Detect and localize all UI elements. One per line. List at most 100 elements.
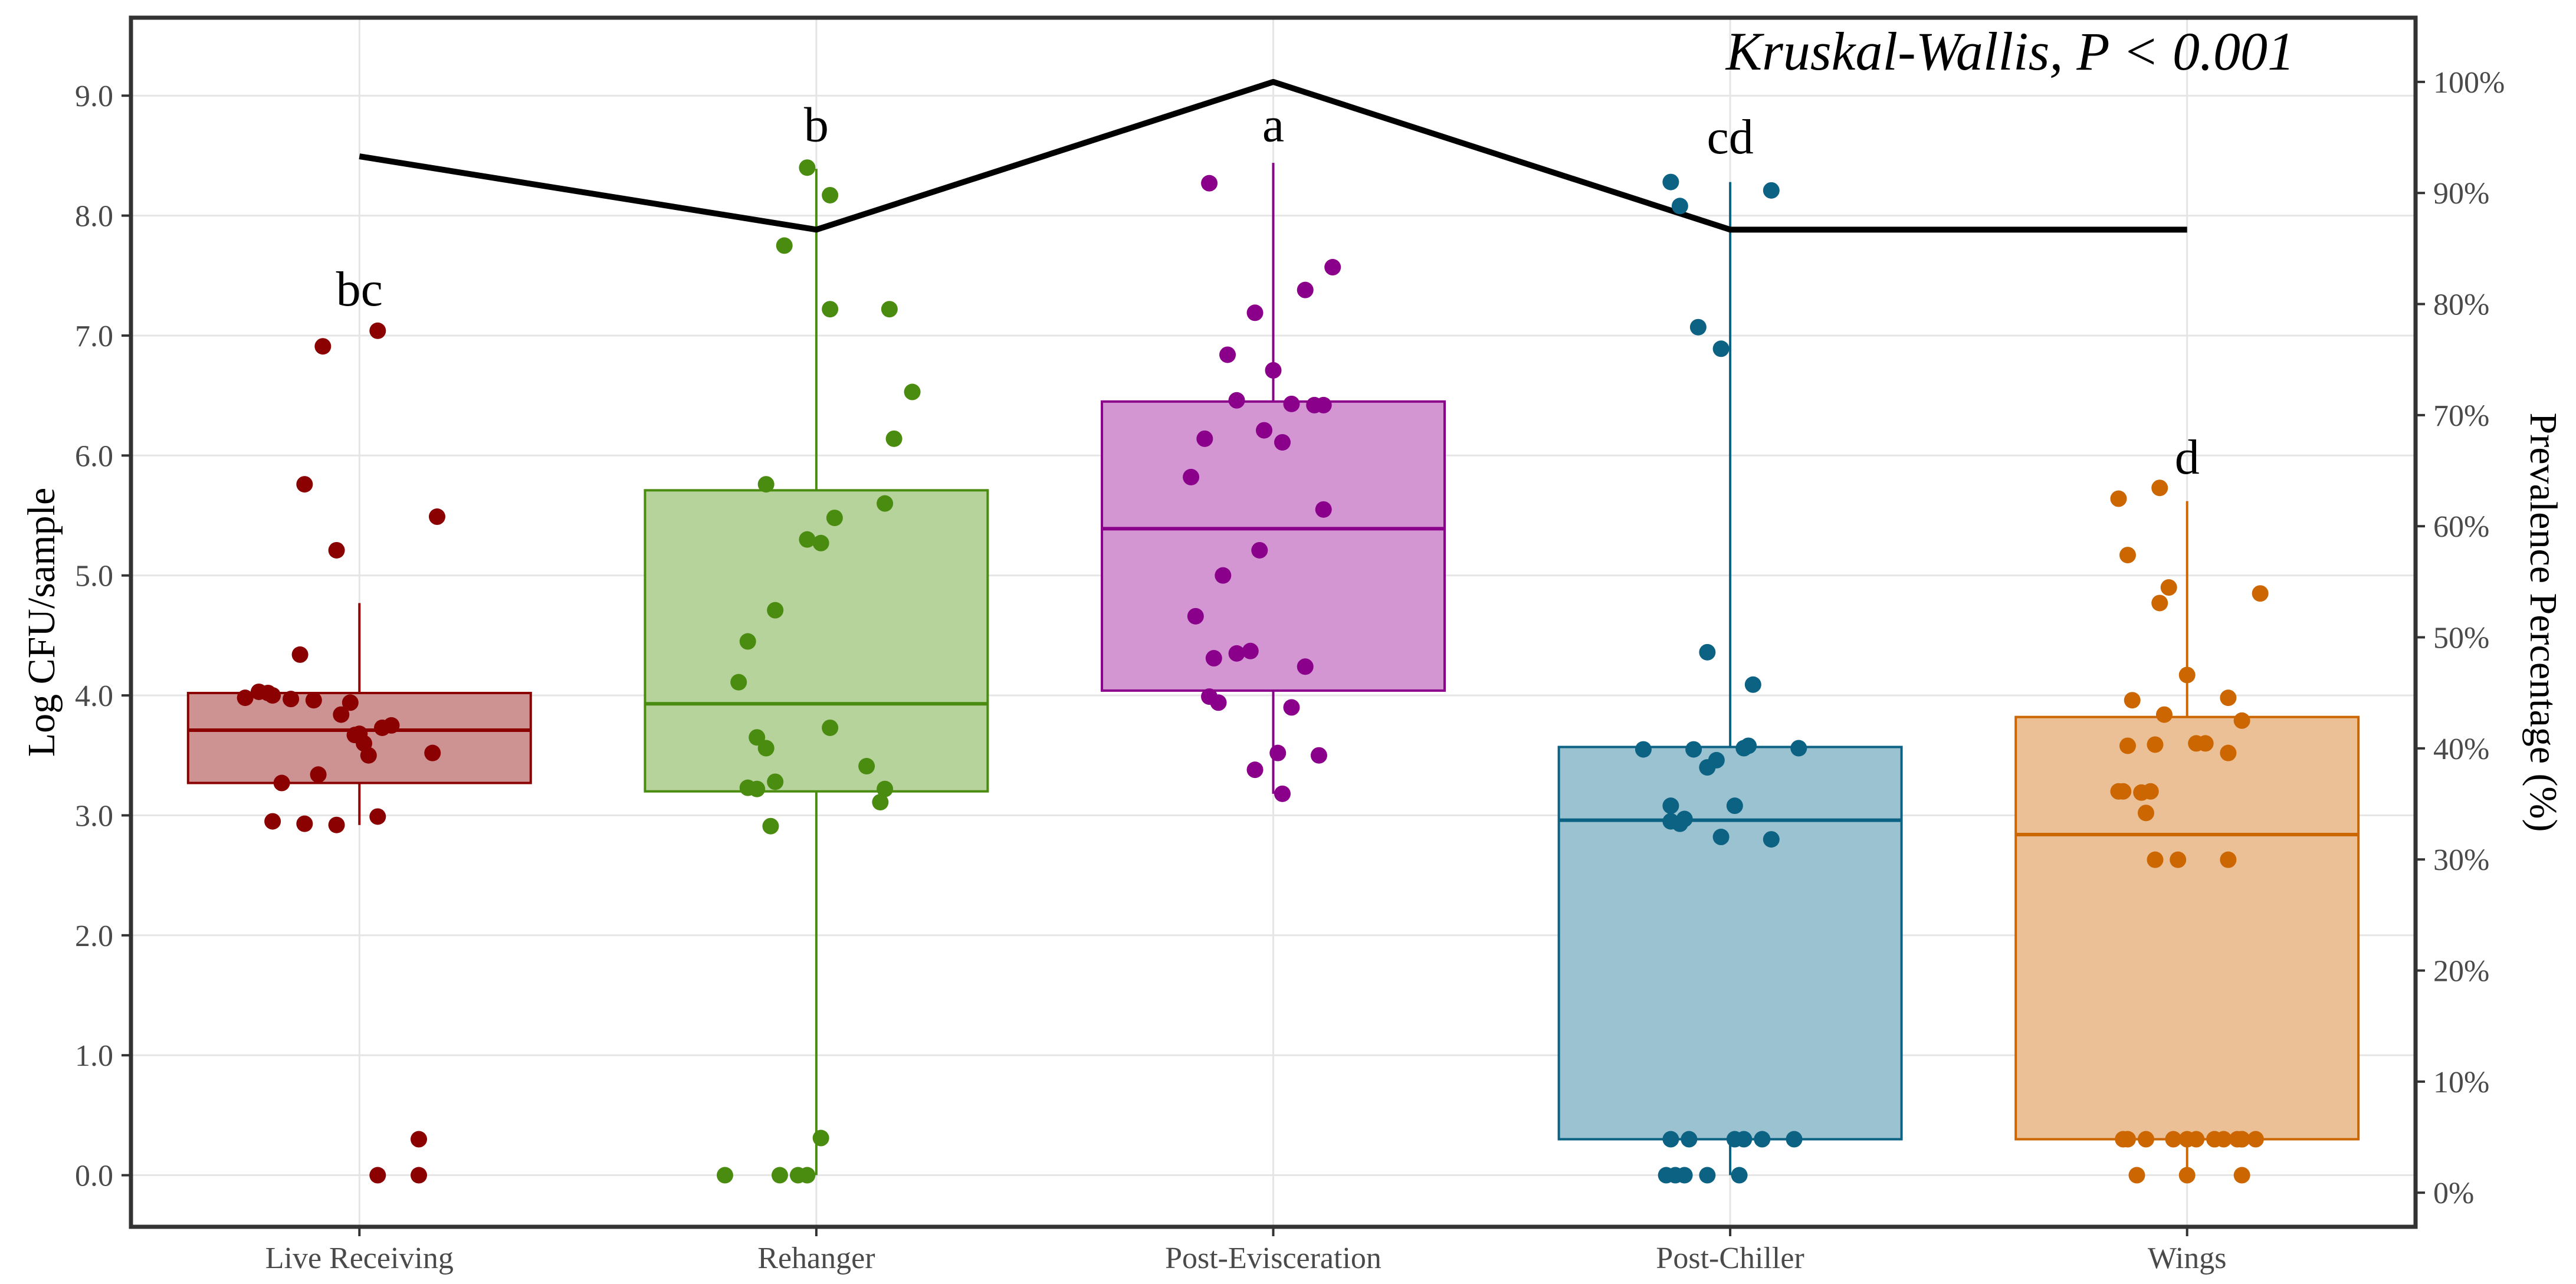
data-point xyxy=(369,808,386,825)
prevalence-line-layer xyxy=(359,78,2187,233)
data-point xyxy=(730,674,747,691)
data-point xyxy=(2115,1131,2132,1148)
data-point xyxy=(1667,1167,1684,1184)
data-point xyxy=(2215,1131,2232,1148)
data-point xyxy=(812,534,829,551)
data-point xyxy=(1681,1131,1698,1148)
data-point xyxy=(1196,430,1213,447)
data-point xyxy=(428,508,445,526)
data-point xyxy=(283,691,300,708)
data-points xyxy=(237,159,2269,1184)
data-point xyxy=(767,773,784,790)
data-point xyxy=(1712,829,1730,846)
y2-tick-label: 100% xyxy=(2433,66,2505,100)
data-point xyxy=(1228,645,1245,662)
data-point xyxy=(1689,318,1707,336)
data-point xyxy=(767,602,784,619)
data-point xyxy=(1726,797,1743,815)
data-point xyxy=(1269,744,1287,761)
data-point xyxy=(2151,480,2168,497)
data-point xyxy=(369,322,386,339)
data-point xyxy=(757,740,775,757)
data-point xyxy=(799,159,816,176)
data-point xyxy=(296,476,313,493)
data-point xyxy=(771,1167,788,1184)
y2-tick-label: 30% xyxy=(2433,843,2489,877)
data-point xyxy=(237,689,254,707)
data-point xyxy=(369,1167,386,1184)
data-point xyxy=(2233,712,2250,729)
data-point xyxy=(2178,1167,2196,1184)
data-point xyxy=(2233,1167,2250,1184)
data-point xyxy=(1662,813,1679,830)
data-point xyxy=(885,430,903,447)
y2-tick-label: 90% xyxy=(2433,177,2489,211)
category-label: Post-Evisceration xyxy=(1165,1242,1381,1275)
data-point xyxy=(1731,1167,1748,1184)
data-point xyxy=(1183,468,1200,485)
data-point xyxy=(2110,490,2127,507)
data-point xyxy=(1201,175,1218,192)
data-point xyxy=(877,780,894,797)
boxplots xyxy=(186,163,2360,1175)
data-point xyxy=(2220,689,2237,707)
data-point xyxy=(1790,740,1807,757)
data-point xyxy=(1735,1131,1753,1148)
y-tick-label: 5.0 xyxy=(75,560,113,593)
data-point xyxy=(2151,595,2168,612)
data-point xyxy=(328,541,345,559)
data-point xyxy=(1274,434,1291,451)
category-label: Live Receiving xyxy=(265,1242,454,1275)
data-point xyxy=(1251,541,1268,559)
category-label: Post-Chiller xyxy=(1656,1242,1804,1275)
data-point xyxy=(1265,362,1282,379)
data-point xyxy=(2178,666,2196,684)
data-point xyxy=(2133,784,2150,801)
y-axis-title: Log CFU/sample xyxy=(20,488,63,757)
data-point xyxy=(2220,744,2237,761)
kruskal-wallis-annotation: Kruskal-Wallis, P < 0.001 xyxy=(1725,21,2295,81)
data-point xyxy=(1676,810,1693,827)
data-point xyxy=(1763,831,1780,848)
data-point xyxy=(749,729,766,746)
data-point xyxy=(1763,182,1780,199)
data-point xyxy=(1662,1131,1679,1148)
data-point xyxy=(2188,1131,2205,1148)
data-point xyxy=(872,794,889,811)
significance-letter: cd xyxy=(1707,110,1753,165)
data-point xyxy=(1246,304,1264,321)
significance-letter: a xyxy=(1262,97,1284,152)
data-point xyxy=(2128,1167,2145,1184)
data-point xyxy=(1246,761,1264,779)
y-tick-label: 6.0 xyxy=(75,439,113,473)
axes: 0.0 1.0 2.0 3.0 4.0 5.0 6.0 7.0 8.0 9.0 0% 10% 20% 30… xyxy=(75,66,2505,1275)
data-point xyxy=(1699,643,1716,661)
y2-tick-label: 20% xyxy=(2433,955,2489,989)
data-point xyxy=(2233,1131,2250,1148)
y2-tick-label: 80% xyxy=(2433,288,2489,322)
box-rehanger xyxy=(644,489,989,793)
data-point xyxy=(291,646,309,663)
data-point xyxy=(749,780,766,797)
y2-tick-label: 50% xyxy=(2433,622,2489,655)
significance-letter: bc xyxy=(336,262,383,317)
significance-letter: b xyxy=(804,97,829,152)
data-point xyxy=(799,531,816,548)
data-point xyxy=(1786,1131,1803,1148)
data-point xyxy=(410,1131,427,1148)
y-tick-label: 3.0 xyxy=(75,799,113,833)
prevalence-line xyxy=(359,78,2187,233)
y-tick-label: 9.0 xyxy=(75,80,113,113)
data-point xyxy=(314,338,332,355)
data-point xyxy=(2147,736,2164,753)
data-point xyxy=(2155,706,2173,723)
data-point xyxy=(264,813,281,830)
data-point xyxy=(1297,658,1314,675)
data-point xyxy=(1256,422,1273,439)
data-point xyxy=(1635,741,1652,758)
data-point xyxy=(739,633,756,650)
data-point xyxy=(2110,783,2127,800)
data-point xyxy=(1740,737,1757,754)
y-tick-label: 7.0 xyxy=(75,320,113,353)
